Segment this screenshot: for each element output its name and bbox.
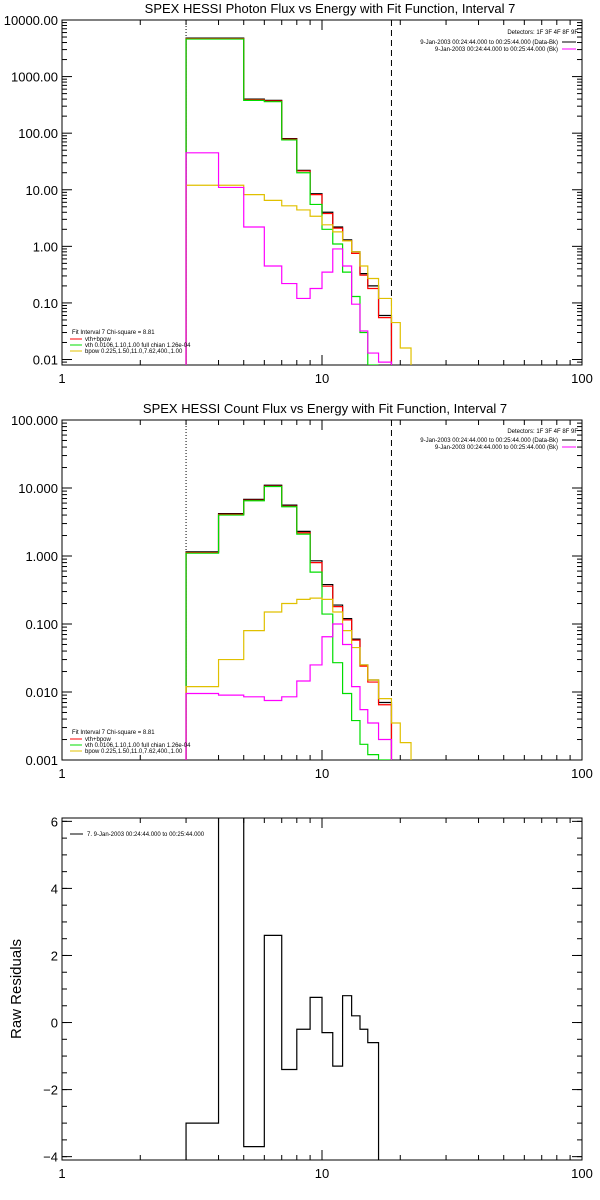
legend-data-bk: 9-Jan-2003 00:24:44.000 to 00:25:44.000 … [420,438,558,444]
series-total-histogram [185,484,393,760]
y-tick-label: 10.00 [25,183,58,198]
legend-vth: vth 0.0106,1.10,1.00 full chian 1.26e-04 [85,743,191,749]
legend-vth-bpow: vth+bpow [85,337,112,343]
x-tick-label: 10 [315,766,329,781]
legend-bk: 9-Jan-2003 00:24:44.000 to 00:25:44.000 … [435,445,558,451]
y-tick-label: 100.000 [11,413,58,428]
x-tick-label: 100 [571,1166,593,1181]
y-tick-label: 2 [51,948,58,963]
x-tick-label: 10 [315,1166,329,1181]
residuals-plot-frame [61,817,583,1161]
count-flux-legend-top: Detectors: 1F 3F 4F 8F 9F 9-Jan-2003 00:… [420,429,578,451]
photon-flux-panel: SPEX HESSI Photon Flux vs Energy with Fi… [4,1,593,386]
photon-flux-title: SPEX HESSI Photon Flux vs Energy with Fi… [145,1,516,16]
series-vth-histogram [185,485,392,760]
residuals-legend: 7. 9-Jan-2003 00:24:44.000 to 00:25:44.0… [70,832,205,838]
y-tick-label: 0.010 [25,685,58,700]
y-tick-label: 1.00 [33,239,58,254]
series-vth-histogram [185,38,379,365]
y-tick-label: 6 [51,814,58,829]
series-total-histogram [185,37,393,365]
residuals-y-axis-label: Raw Residuals [8,939,25,1039]
y-tick-label: 0.01 [33,353,58,368]
legend-vth-bpow: vth+bpow [85,737,112,743]
photon-flux-legend-bottom: Fit Interval 7 Chi-square = 8.81 vth+bpo… [70,330,191,355]
y-tick-label: 0 [51,1016,58,1031]
y-tick-label: 10000.00 [4,13,58,28]
count-flux-series [185,420,412,760]
y-tick-label: 4 [51,881,58,896]
series-bpow-histogram [185,597,412,760]
legend-detectors: Detectors: 1F 3F 4F 8F 9F [507,429,578,435]
photon-flux-legend-top: Detectors: 1F 3F 4F 8F 9F 9-Jan-2003 00:… [420,30,578,53]
residuals-panel: 1 10 100 6 4 2 0 −2 −4 Raw Residuals 7. 9-Jan-20… [8,814,593,1181]
photon-flux-plot-frame [61,19,583,366]
legend-bk: 9-Jan-2003 00:24:44.000 to 00:25:44.000 … [435,47,558,53]
series-vth_bpow-histogram [185,485,393,760]
legend-fit-interval: Fit Interval 7 Chi-square = 8.81 [72,330,155,336]
legend-bpow: bpow 0.225,1.50,11.0,7.62,400.,1.00 [85,349,183,355]
legend-residual-interval: 7. 9-Jan-2003 00:24:44.000 to 00:25:44.0… [87,832,205,838]
count-flux-title: SPEX HESSI Count Flux vs Energy with Fit… [143,401,507,416]
y-tick-label: 1000.00 [11,70,58,85]
legend-data-bk: 9-Jan-2003 00:24:44.000 to 00:25:44.000 … [420,40,558,46]
count-flux-legend-bottom: Fit Interval 7 Chi-square = 8.81 vth+bpo… [70,730,191,755]
residuals-axes: 1 10 100 6 4 2 0 −2 −4 [43,814,593,1181]
x-tick-label: 100 [571,766,593,781]
series-background-histogram [185,152,393,365]
photon-flux-axes: 1 10 100 10000.00 1000.00 100.00 10.00 1.00 0.10… [4,13,593,386]
count-flux-panel: SPEX HESSI Count Flux vs Energy with Fit… [11,401,593,781]
y-tick-label: 0.100 [25,617,58,632]
photon-flux-series [185,20,412,365]
x-tick-label: 10 [315,371,329,386]
x-tick-label: 1 [58,371,65,386]
legend-detectors: Detectors: 1F 3F 4F 8F 9F [507,30,578,36]
series-background-histogram [185,623,393,760]
y-tick-label: −4 [43,1150,58,1165]
x-tick-label: 1 [58,766,65,781]
x-tick-label: 1 [58,1166,65,1181]
residuals-series [185,818,380,1160]
legend-vth: vth 0.0106,1.10,1.00 full chian 1.26e-04 [85,343,191,349]
y-tick-label: 10.000 [18,481,58,496]
series-vth_bpow-histogram [185,37,393,365]
y-tick-label: 100.00 [18,126,58,141]
legend-fit-interval: Fit Interval 7 Chi-square = 8.81 [72,730,155,736]
y-tick-label: 0.001 [25,753,58,768]
legend-bpow: bpow 0.225,1.50,11.0,7.62,400.,1.00 [85,749,183,755]
y-tick-label: 0.10 [33,296,58,311]
count-flux-axes: 1 10 100 100.000 10.000 1.000 0.100 0.010 0.001 [11,413,593,781]
y-tick-label: −2 [43,1083,58,1098]
series-bpow-histogram [185,184,412,365]
x-tick-label: 100 [571,371,593,386]
y-tick-label: 1.000 [25,549,58,564]
series-total-histogram [185,818,380,1160]
